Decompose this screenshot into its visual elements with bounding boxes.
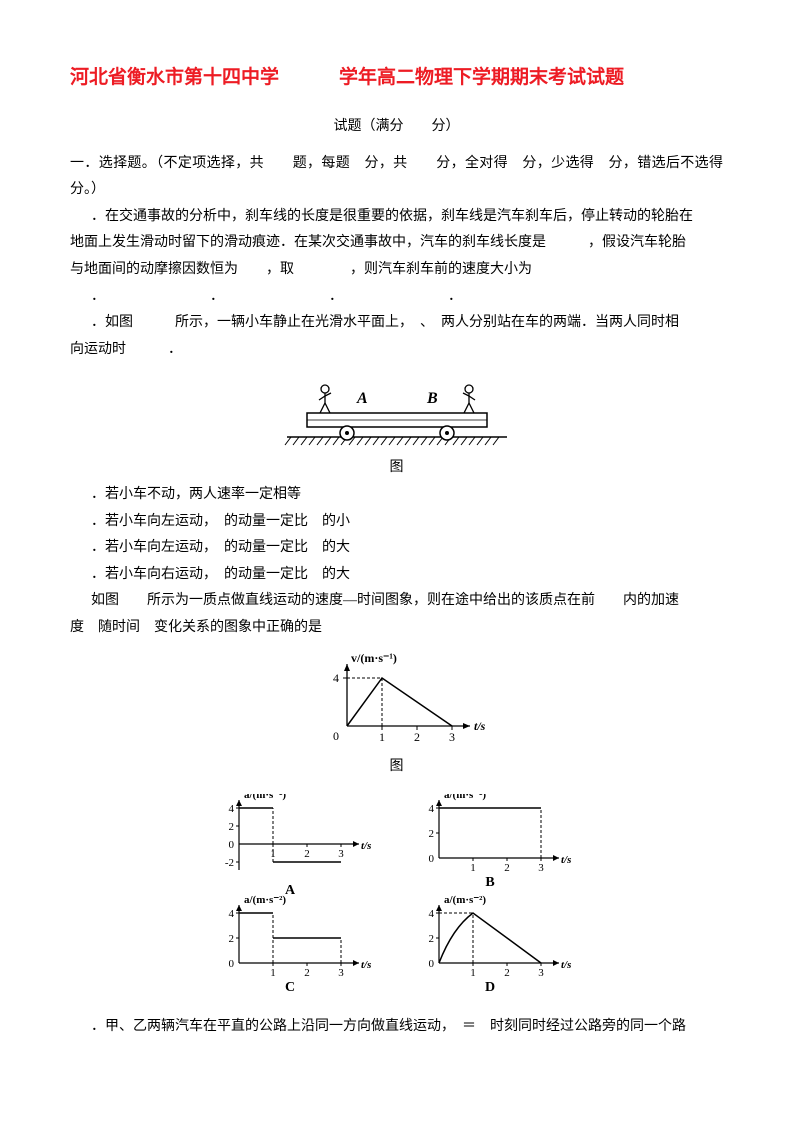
- fig-caption-2: 图: [70, 754, 723, 781]
- at-graphs-row1: -2 0 2 4 1 2 3 a/(m·s⁻²) t/s A 0 2 4 1 2 3 a/(m·s⁻²) t/s B…: [70, 794, 723, 1004]
- svg-text:4: 4: [428, 803, 434, 815]
- q2-optD: ．若小车向右运动， 的动量一定比 的大: [70, 562, 723, 589]
- svg-text:0: 0: [428, 853, 434, 865]
- svg-text:4: 4: [333, 671, 339, 685]
- svg-text:2: 2: [428, 828, 434, 840]
- svg-text:0: 0: [228, 839, 234, 851]
- cart-diagram: AB: [70, 369, 723, 449]
- svg-text:2: 2: [228, 821, 234, 833]
- svg-text:0: 0: [333, 729, 339, 743]
- svg-text:3: 3: [538, 862, 544, 874]
- svg-text:a/(m·s⁻²): a/(m·s⁻²): [444, 794, 486, 801]
- svg-text:1: 1: [270, 967, 276, 979]
- q2-line1: ．如图 所示，一辆小车静止在光滑水平面上， 、 两人分别站在车的两端．当两人同时…: [70, 310, 723, 337]
- svg-text:D: D: [484, 980, 494, 995]
- svg-text:2: 2: [304, 848, 310, 860]
- svg-text:2: 2: [228, 933, 234, 945]
- svg-text:1: 1: [379, 730, 385, 744]
- svg-text:0: 0: [428, 958, 434, 970]
- svg-text:a/(m·s⁻²): a/(m·s⁻²): [444, 894, 486, 906]
- q1-line2: 地面上发生滑动时留下的滑动痕迹．在某次交通事故中，汽车的刹车线长度是 ，假设汽车…: [70, 230, 723, 257]
- svg-text:B: B: [485, 875, 494, 890]
- vt-svg: 1 2 3 4 0 v/(m·s⁻¹) t/s: [297, 648, 497, 748]
- svg-text:C: C: [284, 980, 294, 995]
- q1-line1: ．在交通事故的分析中，刹车线的长度是很重要的依据，刹车线是汽车刹车后，停止转动的…: [70, 204, 723, 231]
- svg-text:4: 4: [428, 908, 434, 920]
- subtitle: 试题（满分 分）: [70, 114, 723, 141]
- svg-text:a/(m·s⁻²): a/(m·s⁻²): [244, 794, 286, 801]
- q3-line2: 度 随时间 变化关系的图象中正确的是: [70, 615, 723, 642]
- exam-title: 河北省衡水市第十四中学 学年高二物理下学期期末考试试题: [70, 60, 723, 96]
- q1-options: ． ． ． ．: [70, 284, 723, 311]
- svg-text:B: B: [426, 390, 438, 407]
- title-prefix: 河北省衡水市第十四中学: [70, 67, 279, 88]
- at-svg: -2 0 2 4 1 2 3 a/(m·s⁻²) t/s A 0 2 4 1 2 3 a/(m·s⁻²) t/s B…: [197, 794, 597, 1004]
- svg-text:2: 2: [428, 933, 434, 945]
- cart-svg: AB: [277, 369, 517, 449]
- svg-text:1: 1: [470, 862, 476, 874]
- svg-text:A: A: [356, 390, 368, 407]
- svg-text:2: 2: [304, 967, 310, 979]
- q2-optC: ．若小车向左运动， 的动量一定比 的大: [70, 535, 723, 562]
- svg-text:A: A: [284, 883, 295, 898]
- q1-line3: 与地面间的动摩擦因数恒为 ，取 ，则汽车刹车前的速度大小为: [70, 257, 723, 284]
- q2-optB: ．若小车向左运动， 的动量一定比 的小: [70, 509, 723, 536]
- q2-optA: ．若小车不动，两人速率一定相等: [70, 482, 723, 509]
- svg-text:1: 1: [470, 967, 476, 979]
- q3-line1: 如图 所示为一质点做直线运动的速度—时间图象，则在途中给出的该质点在前 内的加速: [70, 588, 723, 615]
- svg-text:4: 4: [228, 803, 234, 815]
- svg-text:t/s: t/s: [361, 840, 371, 852]
- svg-text:t/s: t/s: [561, 854, 571, 866]
- svg-text:3: 3: [449, 730, 455, 744]
- title-suffix: 学年高二物理下学期期末考试试题: [339, 67, 624, 88]
- svg-text:t/s: t/s: [361, 959, 371, 971]
- svg-text:3: 3: [338, 967, 344, 979]
- svg-text:2: 2: [504, 862, 510, 874]
- svg-text:a/(m·s⁻²): a/(m·s⁻²): [244, 894, 286, 906]
- q2-line2: 向运动时 ．: [70, 337, 723, 364]
- svg-text:4: 4: [228, 908, 234, 920]
- svg-text:-2: -2: [224, 857, 233, 869]
- svg-text:t/s: t/s: [474, 719, 486, 733]
- svg-text:2: 2: [414, 730, 420, 744]
- svg-text:2: 2: [504, 967, 510, 979]
- svg-text:t/s: t/s: [561, 959, 571, 971]
- section-instruction: 一．选择题。（不定项选择，共 题，每题 分，共 分，全对得 分，少选得 分，错选…: [70, 151, 723, 204]
- fig-caption-1: 图: [70, 455, 723, 482]
- svg-text:3: 3: [538, 967, 544, 979]
- vt-graph: 1 2 3 4 0 v/(m·s⁻¹) t/s: [70, 648, 723, 748]
- svg-text:v/(m·s⁻¹): v/(m·s⁻¹): [351, 651, 397, 665]
- svg-text:3: 3: [338, 848, 344, 860]
- svg-text:0: 0: [228, 958, 234, 970]
- q4-line1: ．甲、乙两辆汽车在平直的公路上沿同一方向做直线运动， ＝ 时刻同时经过公路旁的同…: [70, 1014, 723, 1041]
